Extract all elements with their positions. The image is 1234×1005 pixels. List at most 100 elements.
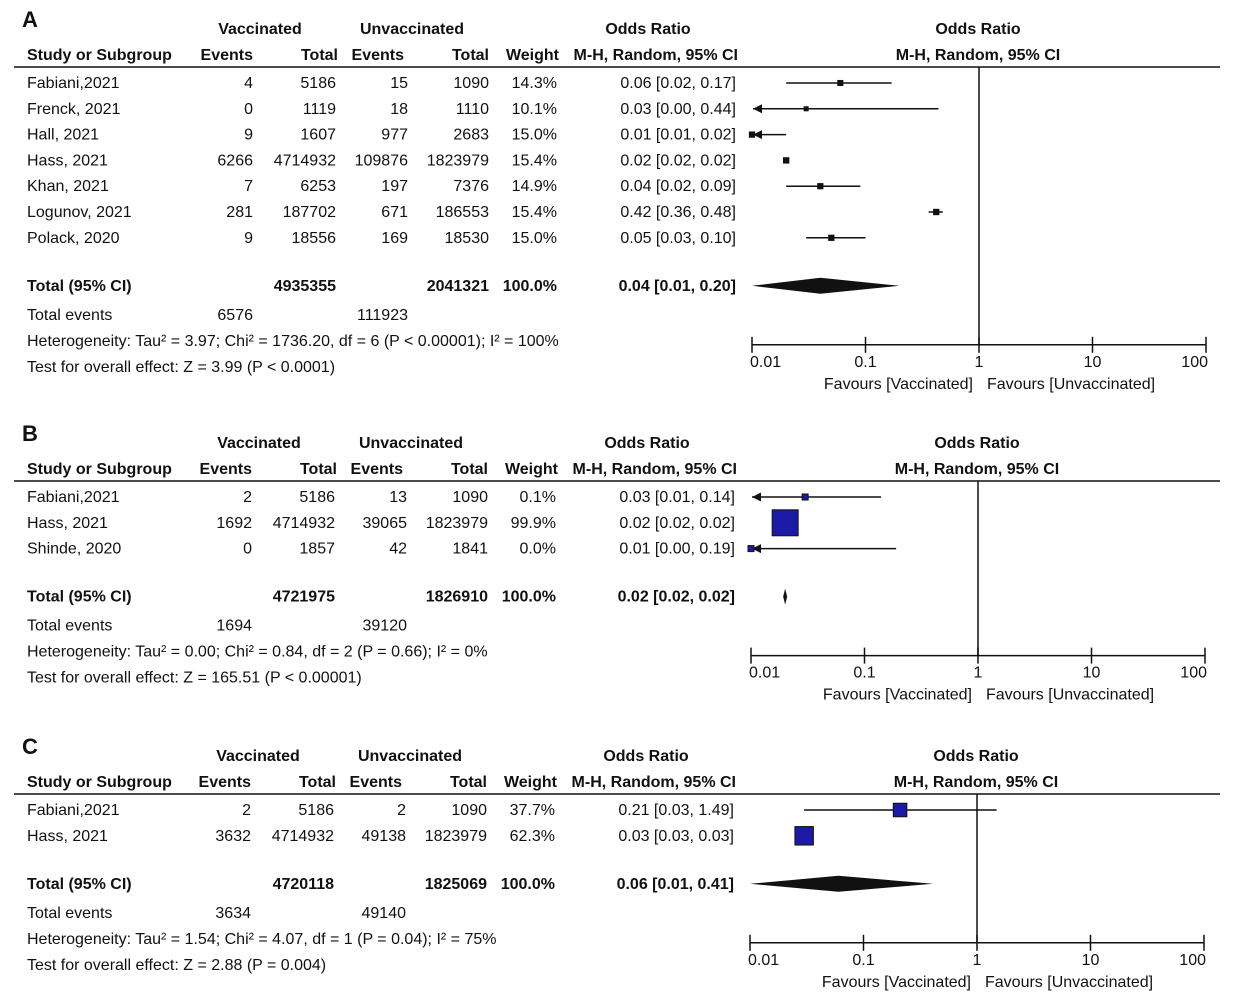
study-name: Logunov, 2021 [27,204,132,221]
table-row: Hass, 2021 3632 4714932 49138 1823979 62.3% 0.… [27,826,814,846]
x-tick-label: 100 [1179,952,1206,969]
overall-effect-text: Test for overall effect: Z = 2.88 (P = 0… [27,957,326,974]
odds-ratio-header: Odds Ratio [605,21,691,38]
favours-unvaccinated-label: Favours [Unvaccinated] [987,376,1155,393]
vaccinated-events: 9 [244,127,253,144]
unvaccinated-events: 13 [389,489,407,506]
table-row: Fabiani,2021 4 5186 15 1090 14.3% 0.06 [0.02, … [27,75,892,92]
study-name: Hass, 2021 [27,152,108,169]
vaccinated-header: Vaccinated [217,435,301,452]
study-odds-ratio: 0.05 [0.03, 0.10] [620,230,736,247]
point-estimate [794,826,814,846]
vaccinated-total: 1607 [300,127,336,144]
vaccinated-total-events: 1694 [216,618,252,635]
point-estimate [782,157,790,164]
vaccinated-events: 7 [244,178,253,195]
vaccinated-events: 3632 [215,828,251,845]
x-tick-label: 0.1 [853,665,875,682]
total-weight: 100.0% [502,589,556,606]
table-row: Hass, 2021 6266 4714932 109876 1823979 15.4% 0… [27,152,790,169]
vaccinated-total-header: Total [301,47,338,64]
x-tick-label: 10 [1082,952,1100,969]
plot-method-header: M-H, Random, 95% CI [894,774,1058,791]
study-name: Fabiani,2021 [27,802,120,819]
x-tick-label: 100 [1180,665,1207,682]
unvaccinated-total-sum: 2041321 [427,278,489,295]
study-weight: 0.1% [520,489,556,506]
unvaccinated-events: 977 [381,127,408,144]
study-weight: 62.3% [510,828,555,845]
favours-unvaccinated-label: Favours [Unvaccinated] [985,974,1153,991]
study-odds-ratio: 0.21 [0.03, 1.49] [618,802,734,819]
panel-letter: B [22,421,38,446]
table-row: Khan, 2021 7 6253 197 7376 14.9% 0.04 [0.02, 0… [27,178,861,195]
odds-ratio-plot-header: Odds Ratio [933,748,1019,765]
study-name: Frenck, 2021 [27,101,120,118]
total-label: Total (95% CI) [27,876,132,893]
unvaccinated-events: 39065 [363,515,408,532]
ci-method-header: M-H, Random, 95% CI [572,774,736,791]
vaccinated-total: 5186 [300,75,336,92]
vaccinated-total: 4714932 [273,515,335,532]
table-row: Shinde, 2020 0 1857 42 1841 0.0% 0.01 [0.00, 0… [27,541,897,558]
study-weight: 14.3% [512,75,557,92]
panel-a: A Vaccinated Unvaccinated Odds Ratio Odds Ra… [14,7,1220,393]
total-odds-ratio: 0.02 [0.02, 0.02] [618,589,735,606]
point-estimate [817,183,824,190]
vaccinated-total-header: Total [300,461,337,478]
total-events-label: Total events [27,618,112,635]
weight-header: Weight [505,461,559,478]
study-name: Fabiani,2021 [27,489,120,506]
table-row: Fabiani,2021 2 5186 13 1090 0.1% 0.03 [0.01, 0… [27,489,882,506]
x-tick-label: 0.01 [750,354,781,371]
unvaccinated-header: Unvaccinated [360,21,464,38]
unvaccinated-total: 18530 [445,230,490,247]
unvaccinated-total-sum: 1825069 [425,876,487,893]
point-estimate [828,234,835,241]
total-row: Total (95% CI) 4720118 1825069 100.0% 0.06 [… [27,875,934,893]
vaccinated-events-header: Events [199,774,252,791]
panel-letter: A [22,7,38,32]
x-tick-label: 0.01 [749,665,780,682]
unvaccinated-events-header: Events [352,47,405,64]
vaccinated-events: 4 [244,75,253,92]
point-estimate [837,79,844,87]
overall-effect-text: Test for overall effect: Z = 3.99 (P < 0… [27,359,335,376]
vaccinated-total: 187702 [283,204,336,221]
study-weight: 14.9% [512,178,557,195]
table-row: Logunov, 2021 281 187702 671 186553 15.4% 0.42… [27,204,943,221]
vaccinated-events: 1692 [216,515,252,532]
ci-arrow [753,104,762,114]
unvaccinated-total: 2683 [453,127,489,144]
total-weight: 100.0% [501,876,555,893]
favours-vaccinated-label: Favours [Vaccinated] [823,687,972,704]
vaccinated-header: Vaccinated [216,748,300,765]
point-estimate [892,802,908,818]
study-weight: 15.0% [512,127,557,144]
unvaccinated-total-events: 39120 [363,618,408,635]
ci-arrow [753,130,762,140]
study-weight: 15.4% [512,204,557,221]
unvaccinated-total: 1823979 [427,152,489,169]
total-events-row: Total events 3634 49140 [27,905,406,922]
vaccinated-total-header: Total [299,774,336,791]
unvaccinated-events: 49138 [362,828,407,845]
heterogeneity-text: Heterogeneity: Tau² = 1.54; Chi² = 4.07,… [27,931,496,948]
table-row: Polack, 2020 9 18556 169 18530 15.0% 0.05 [0.0… [27,230,866,247]
study-column-header: Study or Subgroup [27,774,172,791]
odds-ratio-plot-header: Odds Ratio [935,21,1021,38]
study-odds-ratio: 0.42 [0.36, 0.48] [620,204,736,221]
unvaccinated-total: 1110 [456,101,489,118]
favours-vaccinated-label: Favours [Vaccinated] [822,974,971,991]
unvaccinated-total: 1090 [451,802,487,819]
x-tick-label: 1 [974,665,983,682]
unvaccinated-header: Unvaccinated [359,435,463,452]
unvaccinated-total: 1841 [452,541,488,558]
vaccinated-total: 4714932 [272,828,334,845]
study-odds-ratio: 0.01 [0.00, 0.19] [619,541,735,558]
x-tick-label: 10 [1084,354,1102,371]
unvaccinated-total: 1090 [453,75,489,92]
vaccinated-events: 0 [243,541,252,558]
vaccinated-total-events: 6576 [217,307,253,324]
